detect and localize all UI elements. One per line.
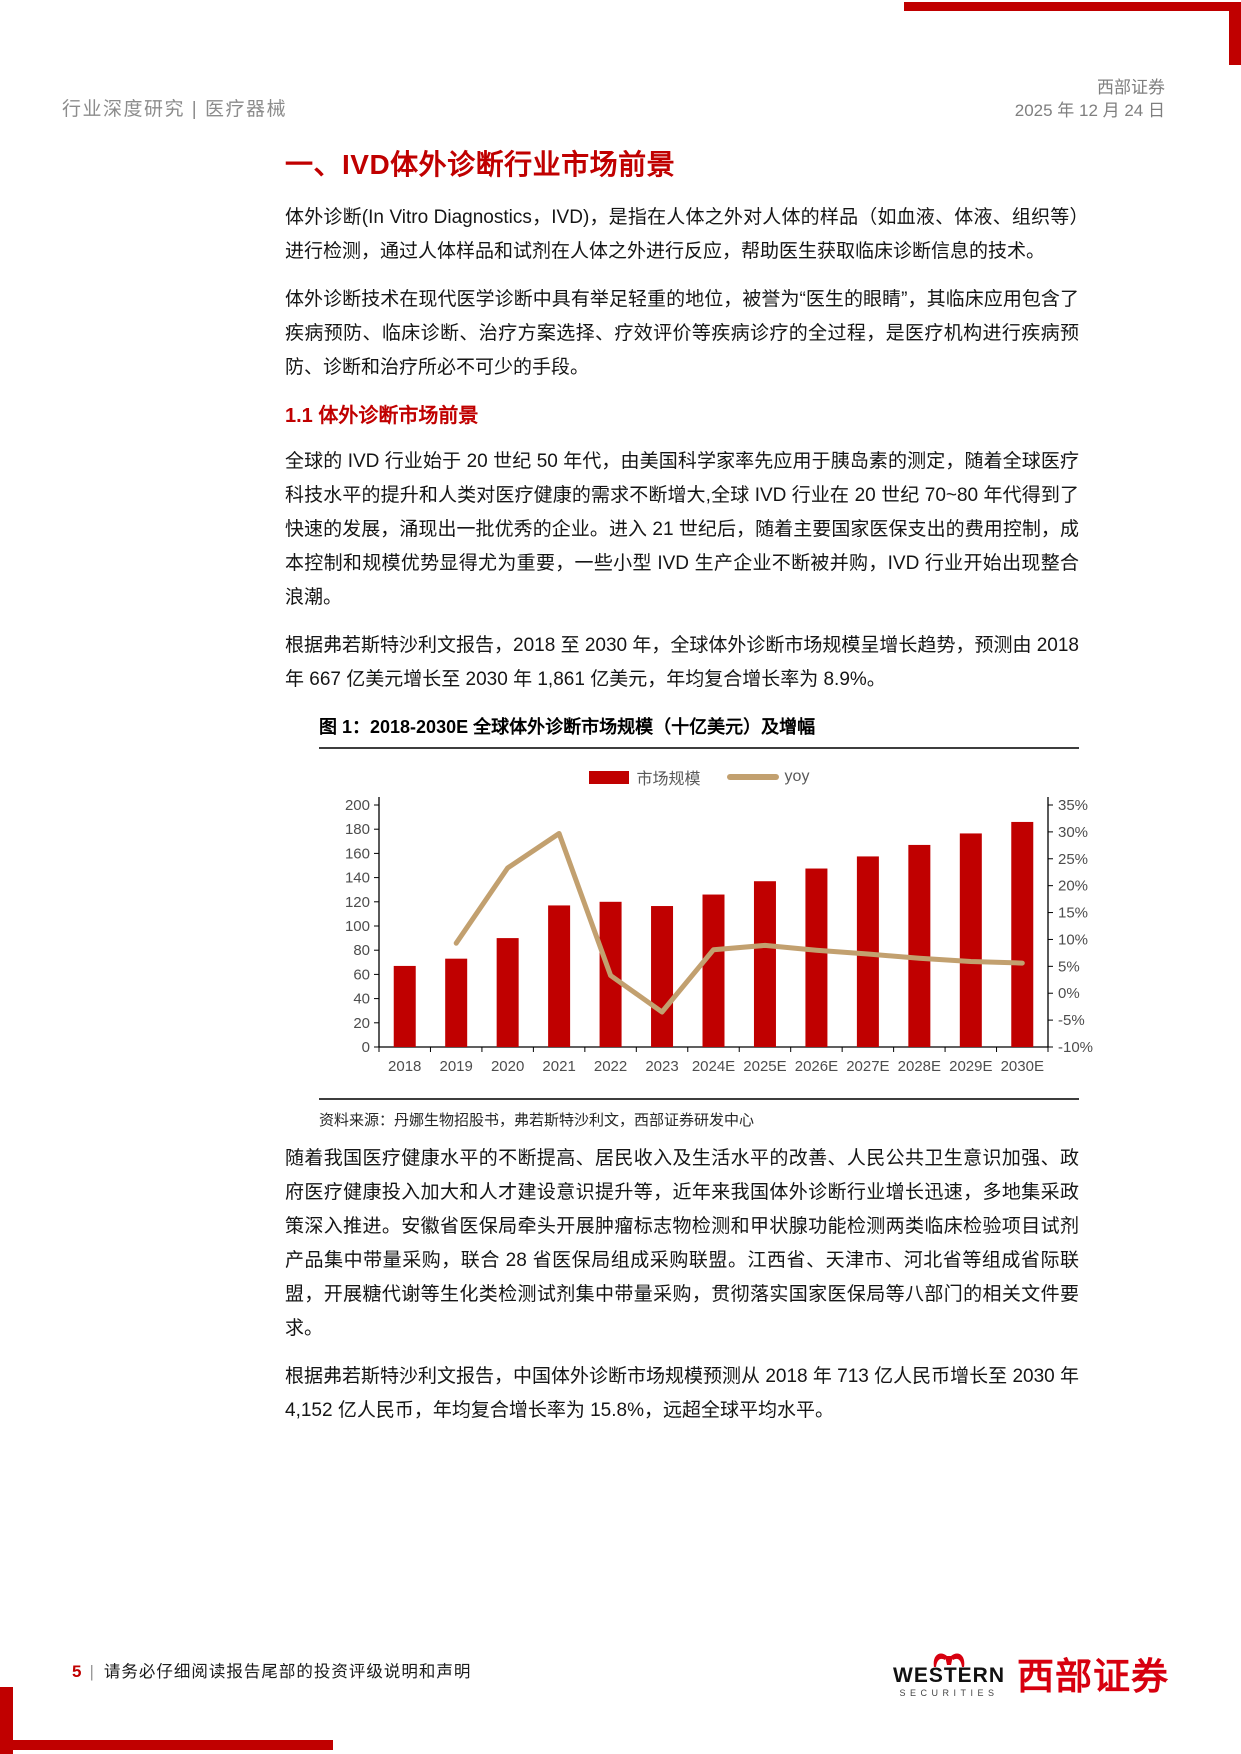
x-label-2026E: 2026E [795, 1058, 838, 1075]
paragraph-5: 随着我国医疗健康水平的不断提高、居民收入及生活水平的改善、人民公共卫生意识加强、… [285, 1148, 1079, 1339]
right-tick-label: 35% [1058, 797, 1088, 814]
figure-1: 图 1：2018-2030E 全球体外诊断市场规模（十亿美元）及增幅 市场规模 … [319, 713, 1093, 1130]
right-tick-label: 0% [1058, 985, 1080, 1002]
left-tick-label: 200 [345, 797, 370, 814]
bar-2025E [753, 881, 776, 1047]
header-date: 2025 年 12 月 24 日 [1014, 101, 1165, 120]
bar-swatch-icon [588, 770, 629, 784]
line-swatch-icon [726, 774, 779, 780]
figure-bottom-rule [319, 1098, 1079, 1100]
paragraph-6: 根据弗若斯特沙利文报告，中国体外诊断市场规模预测从 2018 年 713 亿人民… [285, 1366, 1079, 1421]
logo-text-sub: SECURITIES [899, 1687, 999, 1698]
x-label-2028E: 2028E [898, 1058, 941, 1075]
figure-source: 资料来源：丹娜生物招股书，弗若斯特沙利文，西部证券研发中心 [319, 1112, 755, 1129]
subsection-title: 1.1 体外诊断市场前景 [285, 405, 479, 427]
legend-label-market-size: 市场规模 [636, 771, 701, 788]
right-tick-label: -5% [1058, 1012, 1085, 1029]
yoy-line [453, 831, 1025, 1015]
bull-icon [933, 1652, 965, 1667]
footer-separator: | [89, 1662, 94, 1681]
logo-text-en: WESTERN [893, 1663, 1005, 1687]
right-tick-label: 15% [1058, 905, 1088, 922]
x-label-2021: 2021 [542, 1058, 575, 1075]
left-tick-label: 140 [345, 870, 370, 887]
main-content: 一、IVD体外诊断行业市场前景 体外诊断(In Vitro Diagnostic… [285, 143, 1093, 1442]
left-tick-label: 40 [353, 991, 370, 1008]
left-tick-label: 160 [345, 845, 370, 862]
x-label-2027E: 2027E [846, 1058, 889, 1075]
bar-2019 [445, 958, 468, 1047]
paragraph-2: 体外诊断技术在现代医学诊断中具有举足轻重的地位，被誉为“医生的眼睛”，其临床应用… [285, 289, 1079, 378]
logo-text-cn: 西部证券 [1017, 1656, 1169, 1697]
footer: 5 | 请务必仔细阅读报告尾部的投资评级说明和声明 [72, 1658, 471, 1682]
x-label-2025E: 2025E [743, 1058, 786, 1075]
bottom-left-horizontal-bar [0, 1740, 333, 1750]
legend-item-market-size: 市场规模 [588, 765, 701, 789]
footer-disclaimer: 请务必仔细阅读报告尾部的投资评级说明和声明 [103, 1663, 472, 1681]
header-right: 西部证券 2025 年 12 月 24 日 [1015, 76, 1165, 122]
x-label-2024E: 2024E [692, 1058, 735, 1075]
bar-2026E [805, 868, 828, 1047]
bar-2023 [651, 906, 674, 1047]
right-tick-label: 5% [1058, 958, 1080, 975]
top-right-horizontal-bar [904, 2, 1241, 11]
right-tick-label: 30% [1058, 824, 1088, 841]
legend-item-yoy: yoy [726, 768, 810, 786]
right-tick-label: -10% [1058, 1039, 1093, 1056]
figure-title: 图 1：2018-2030E 全球体外诊断市场规模（十亿美元）及增幅 [319, 717, 816, 737]
bar-2024E [702, 894, 725, 1047]
bar-2029E [959, 833, 982, 1047]
x-label-2019: 2019 [440, 1058, 473, 1075]
left-tick-label: 0 [362, 1039, 370, 1056]
figure1-chart-svg: 20018016014012010080604020035%30%25%20%1… [345, 797, 1093, 1075]
bottom-left-vertical-bar [0, 1687, 13, 1754]
section-title: 一、IVD体外诊断行业市场前景 [285, 149, 676, 180]
left-tick-label: 60 [353, 966, 370, 983]
bar-2028E [908, 844, 931, 1047]
company-logo: WESTERN SECURITIES 西部证券 [893, 1646, 1169, 1700]
right-tick-label: 25% [1058, 851, 1088, 868]
paragraph-4: 根据弗若斯特沙利文报告，2018 至 2030 年，全球体外诊断市场规模呈增长趋… [285, 635, 1079, 690]
left-tick-label: 120 [345, 894, 370, 911]
bar-2020 [496, 938, 519, 1047]
top-right-vertical-bar [1229, 2, 1241, 65]
left-tick-label: 80 [353, 942, 370, 959]
x-label-2030E: 2030E [1001, 1058, 1044, 1075]
paragraph-1: 体外诊断(In Vitro Diagnostics，IVD)，是指在人体之外对人… [285, 207, 1079, 262]
x-label-2022: 2022 [594, 1058, 627, 1075]
logo-western-block: WESTERN SECURITIES [893, 1649, 1005, 1698]
figure-top-rule [319, 747, 1079, 749]
x-label-2020: 2020 [491, 1058, 524, 1075]
x-label-2029E: 2029E [949, 1058, 992, 1075]
right-tick-label: 20% [1058, 878, 1088, 895]
header-company: 西部证券 [1097, 78, 1165, 97]
x-label-2018: 2018 [388, 1058, 421, 1075]
left-tick-label: 100 [345, 918, 370, 935]
header-section-label: 行业深度研究 | 医疗器械 [62, 99, 287, 120]
x-label-2023: 2023 [645, 1058, 678, 1075]
legend-label-yoy: yoy [784, 768, 810, 785]
page-number: 5 [72, 1662, 82, 1681]
left-tick-label: 20 [353, 1015, 370, 1032]
chart-area: 200 180 160 140 120 100 80 60 40 20 0 35% 30% 25% 20% 1… [321, 789, 1093, 1096]
bar-2021 [548, 905, 571, 1047]
bar-2018 [393, 965, 416, 1047]
chart-legend: 市场规模 yoy [319, 765, 1079, 789]
bar-2030E [1011, 821, 1034, 1047]
right-tick-label: 10% [1058, 931, 1088, 948]
left-tick-label: 180 [345, 821, 370, 838]
paragraph-3: 全球的 IVD 行业始于 20 世纪 50 年代，由美国科学家率先应用于胰岛素的… [285, 451, 1079, 608]
